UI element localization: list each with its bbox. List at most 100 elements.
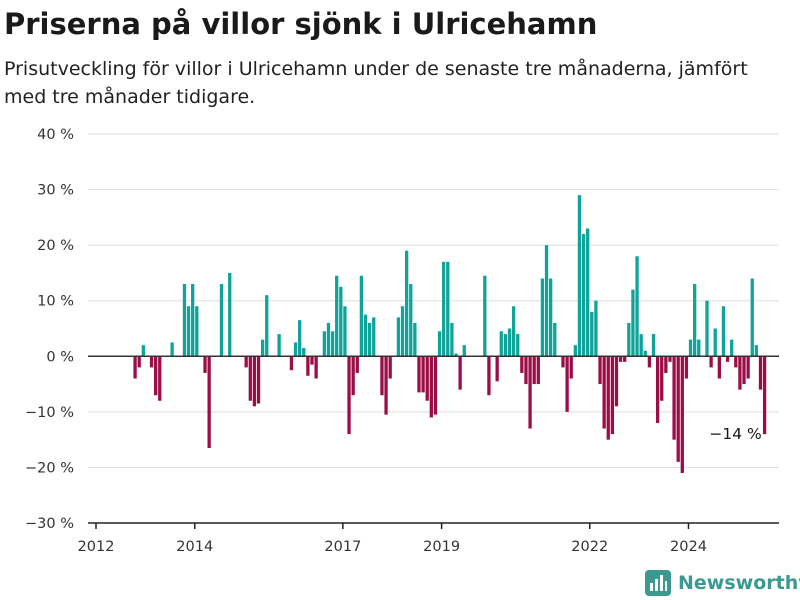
newsworthy-brand: Newsworthy [645, 568, 800, 598]
bar [433, 356, 438, 415]
bar [314, 356, 318, 379]
bar [409, 284, 413, 357]
x-tick-label: 2014 [176, 539, 213, 555]
bar [396, 317, 401, 357]
bar [265, 295, 269, 357]
bar [668, 356, 672, 362]
bar [734, 356, 738, 368]
bar [244, 356, 248, 368]
bar [651, 334, 656, 357]
bar [186, 306, 191, 357]
y-tick-label: 30 % [37, 183, 74, 199]
bar [191, 284, 195, 357]
y-tick-label: 0 % [46, 349, 74, 365]
bar [154, 356, 158, 396]
bar [380, 356, 384, 396]
bar [516, 334, 520, 357]
bar [614, 356, 619, 407]
bar [544, 245, 549, 357]
bar [536, 356, 540, 385]
bar [450, 322, 454, 357]
bar [754, 345, 759, 357]
bar [454, 353, 458, 357]
bar [623, 356, 627, 362]
bar [429, 356, 433, 418]
y-tick-label: −20 % [25, 460, 74, 476]
bar [590, 311, 594, 357]
bar [405, 250, 409, 357]
bar [355, 356, 359, 373]
bar [713, 328, 717, 357]
bar [256, 356, 261, 404]
bar [335, 275, 339, 357]
y-tick-label: 20 % [37, 238, 74, 254]
bar [298, 320, 302, 357]
bar [203, 356, 207, 373]
bar [137, 356, 141, 368]
bar [639, 334, 643, 357]
bar [507, 328, 512, 357]
bar [631, 289, 635, 357]
last-value-annotation: −14 % [709, 425, 761, 443]
bar [141, 345, 145, 357]
bar [660, 356, 664, 401]
bar [322, 331, 326, 357]
bar [540, 278, 545, 357]
bar [363, 314, 368, 357]
bar [351, 356, 355, 396]
bar [219, 284, 224, 357]
x-tick-label: 2024 [670, 539, 707, 555]
brand-name: Newsworthy [678, 572, 800, 594]
bar [347, 356, 351, 435]
bar [388, 356, 392, 379]
bar [149, 356, 154, 368]
bar [289, 356, 294, 371]
bar [442, 261, 446, 357]
bar [676, 356, 680, 462]
newsworthy-logo-icon [645, 570, 671, 596]
bar [627, 322, 631, 357]
bar [372, 317, 376, 357]
x-tick-label: 2012 [78, 539, 115, 555]
bar [182, 284, 187, 357]
bar [310, 356, 314, 365]
bar [581, 234, 586, 357]
bars [133, 195, 767, 473]
bar [606, 356, 610, 440]
bar [598, 356, 602, 385]
bar [586, 228, 590, 357]
bar [487, 356, 491, 396]
bar [462, 345, 466, 357]
chart-subtitle: Prisutveckling för villor i Ulricehamn u… [4, 58, 748, 108]
bar [742, 356, 746, 385]
bar [709, 356, 713, 368]
bar [717, 356, 721, 379]
bar [758, 356, 763, 390]
bar [343, 306, 347, 357]
bar [302, 347, 306, 357]
bar [618, 356, 623, 362]
bar [643, 350, 647, 357]
bar [400, 306, 405, 357]
bar [561, 356, 565, 368]
x-tick-label: 2022 [571, 539, 608, 555]
bar [688, 339, 693, 357]
bar [306, 356, 310, 376]
bar [746, 356, 750, 379]
bar [248, 356, 252, 401]
bar [499, 331, 503, 357]
bar [565, 356, 569, 412]
bar [549, 278, 553, 357]
y-tick-label: 40 % [37, 127, 74, 143]
bar [511, 306, 516, 357]
bar [721, 306, 726, 357]
bar [725, 356, 730, 362]
bar [417, 356, 421, 393]
bar [228, 272, 232, 357]
bar [697, 339, 701, 357]
bar [750, 278, 754, 357]
bar [573, 345, 577, 357]
bar [520, 356, 524, 373]
bar [503, 334, 508, 357]
bar [483, 275, 487, 357]
